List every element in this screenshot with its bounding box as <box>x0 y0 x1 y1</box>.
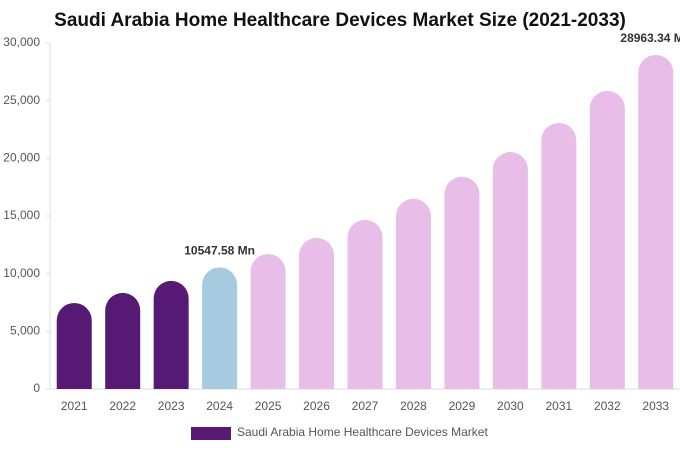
x-tick-label: 2032 <box>594 399 621 413</box>
y-tick-label: 15,000 <box>3 208 40 222</box>
bar <box>299 237 335 389</box>
legend-label: Saudi Arabia Home Healthcare Devices Mar… <box>237 425 488 439</box>
value-label: 28963.34 Mn <box>620 31 680 45</box>
y-tick-label: 20,000 <box>3 151 40 165</box>
bar <box>589 90 625 389</box>
x-tick-label: 2021 <box>61 399 88 413</box>
x-tick-label: 2028 <box>400 399 427 413</box>
y-tick-label: 5,000 <box>10 324 40 338</box>
x-tick-label: 2025 <box>255 399 282 413</box>
bar <box>105 292 141 389</box>
bar <box>347 219 383 389</box>
bar <box>541 122 577 389</box>
y-tick-label: 0 <box>33 381 40 395</box>
x-tick-label: 2023 <box>158 399 185 413</box>
y-tick-label: 25,000 <box>3 93 40 107</box>
x-tick-label: 2031 <box>545 399 572 413</box>
bar <box>56 302 92 389</box>
bar <box>250 254 286 389</box>
bar <box>153 280 189 389</box>
x-tick-label: 2033 <box>642 399 669 413</box>
legend-swatch <box>191 427 231 440</box>
x-tick-label: 2022 <box>109 399 136 413</box>
bar <box>395 198 431 389</box>
x-tick-label: 2026 <box>303 399 330 413</box>
y-tick-label: 30,000 <box>3 35 40 49</box>
value-label: 10547.58 Mn <box>184 244 255 258</box>
bar <box>638 54 674 389</box>
bar <box>492 151 528 389</box>
bar <box>444 176 480 389</box>
y-tick-label: 10,000 <box>3 266 40 280</box>
x-tick-label: 2030 <box>497 399 524 413</box>
chart-title: Saudi Arabia Home Healthcare Devices Mar… <box>54 10 626 31</box>
bar <box>202 267 238 389</box>
x-tick-label: 2029 <box>449 399 476 413</box>
x-tick-label: 2024 <box>206 399 233 413</box>
x-tick-label: 2027 <box>352 399 379 413</box>
